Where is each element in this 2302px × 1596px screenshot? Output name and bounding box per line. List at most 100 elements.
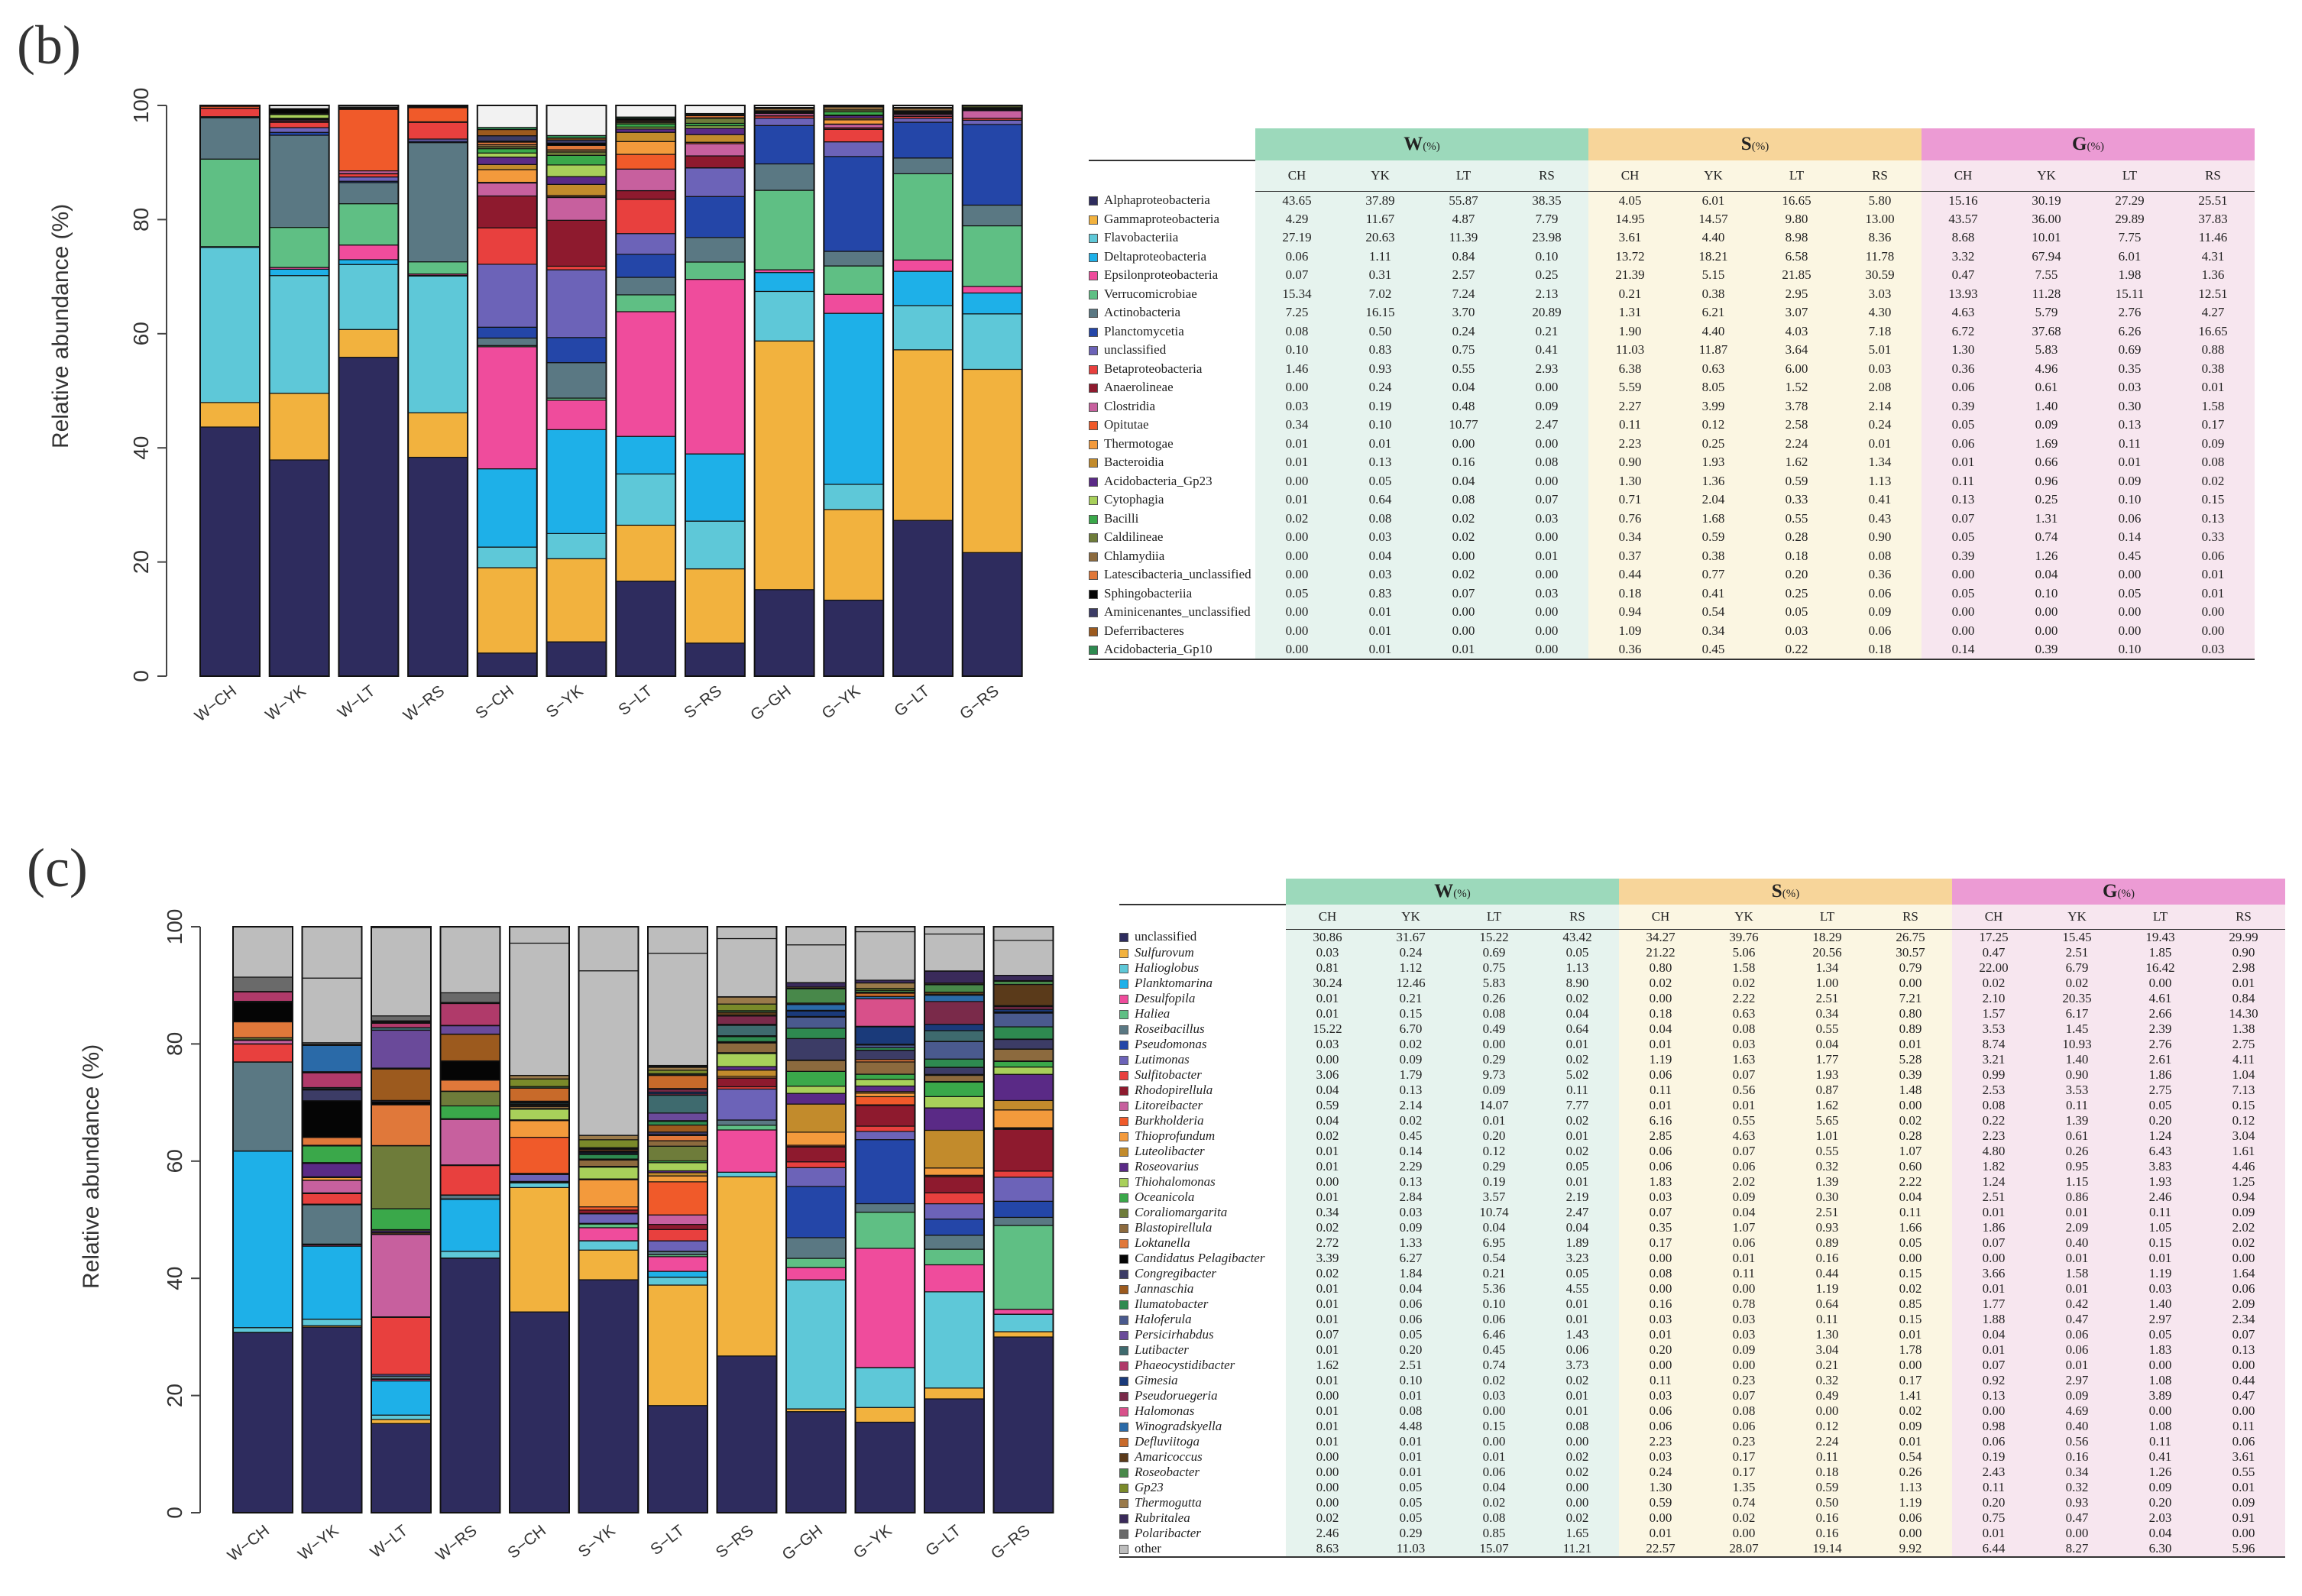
table-cell: 0.69 [1452, 944, 1536, 960]
table-cell: 0.11 [1786, 1311, 1869, 1327]
taxon-label: Halioglobus [1135, 960, 1200, 975]
abundance-table: W(%) S(%) G(%) CH YK LT RS CH YK LT RS CH YK LT RS uncl… [1119, 879, 2285, 1558]
table-cell: 3.23 [1536, 1250, 1619, 1266]
y-tick-label: 100 [129, 88, 153, 124]
taxon-label: Gammaproteobacteria [1104, 211, 1220, 226]
table-cell: 0.07 [1952, 1235, 2035, 1251]
bar-outline [439, 926, 501, 1513]
taxon-name: Pseudomonas [1119, 1037, 1286, 1052]
table-cell: 0.02 [1452, 1494, 1536, 1510]
table-cell: 0.78 [1702, 1296, 1786, 1312]
x-tick-label: S−CH [472, 682, 517, 723]
bar-segment-Gammaproteobacteria [199, 402, 261, 428]
table-cell: 0.03 [1286, 1036, 1369, 1052]
table-cell: 0.06 [1702, 1235, 1786, 1251]
table-cell: 0.07 [1922, 509, 2005, 528]
table-cell: 0.15 [1869, 1311, 1952, 1327]
table-cell: 13.00 [1838, 209, 1922, 228]
table-cell: 0.20 [1369, 1342, 1452, 1358]
legend-swatch [1089, 402, 1098, 412]
table-row: Planktomarina 30.24 12.46 5.83 8.90 0.02 0.02 1… [1119, 975, 2285, 991]
table-cell: 0.20 [1952, 1494, 2035, 1510]
bar-segment-Luteolibacter [785, 1103, 847, 1133]
table-row: Ilumatobacter 0.01 0.06 0.10 0.01 0.16 0.78 0.6… [1119, 1296, 2285, 1312]
table-cell: 0.07 [1952, 1357, 2035, 1373]
table-cell: 0.00 [1952, 1250, 2035, 1266]
bar-segment-Congregibacter [992, 1038, 1054, 1050]
table-cell: 0.10 [1369, 1372, 1452, 1388]
bar-G−RS [961, 105, 1023, 677]
table-cell: 0.56 [1702, 1082, 1786, 1098]
table-cell: 0.00 [1286, 1387, 1369, 1403]
table-cell: 0.01 [1536, 1296, 1619, 1312]
table-cell: 0.38 [1672, 546, 1755, 565]
bar-segment-Epsilonproteobacteria [823, 293, 884, 314]
taxon-name: Bacilli [1089, 510, 1255, 529]
bar-segment-unclassified [854, 1421, 916, 1513]
table-cell: 0.01 [1286, 1418, 1369, 1434]
taxon-name: Deferribacteres [1089, 622, 1255, 641]
table-cell: 0.21 [1505, 322, 1588, 341]
bar-segment-Deltaproteobacteria [269, 268, 330, 277]
legend-swatch [1119, 1086, 1128, 1096]
table-cell: 1.66 [1869, 1219, 1952, 1235]
table-cell: 0.75 [1952, 1510, 2035, 1526]
taxon-label: Jannaschia [1135, 1280, 1194, 1296]
table-cell: 0.05 [1922, 528, 2005, 547]
table-row: Phaeocystidibacter 1.62 2.51 0.74 3.73 0.00 0.… [1119, 1357, 2285, 1373]
bar-segment-Haloferula [785, 1016, 847, 1029]
panel-c-label: (c) [27, 837, 88, 898]
table-cell: 4.69 [2035, 1403, 2119, 1419]
table-cell: 0.00 [2202, 1525, 2285, 1541]
bar-segment-Haloferula [924, 1041, 985, 1060]
table-cell: 0.11 [1588, 416, 1672, 435]
table-cell: 0.45 [1452, 1342, 1536, 1358]
table-cell: 7.24 [1422, 284, 1505, 303]
bar-segment-Clostridia [823, 124, 884, 128]
table-row: Lutibacter 0.01 0.20 0.45 0.06 0.20 0.09 3.04 1.… [1119, 1342, 2285, 1358]
bar-segment-Planctomycetia [962, 124, 1023, 206]
legend-swatch [1119, 1544, 1128, 1554]
group-name: W [1404, 134, 1423, 154]
bar-segment-Alphaproteobacteria [962, 552, 1023, 677]
table-cell: 6.16 [1619, 1112, 1702, 1128]
bar-segment-Roseibacillus [785, 1237, 847, 1259]
table-cell: 10.01 [2005, 228, 2088, 248]
table-cell: 0.36 [1922, 359, 2005, 378]
bar-segment-Lutibacter [924, 1030, 985, 1042]
table-cell: 14.95 [1588, 209, 1672, 228]
table-cell: 0.34 [1588, 528, 1672, 547]
table-cell: 0.74 [2005, 528, 2088, 547]
table-row: other 8.63 11.03 15.07 11.21 22.57 28.07 19.14 9… [1119, 1540, 2285, 1558]
table-cell: 7.18 [1838, 322, 1922, 341]
bar-segment-Luteolibacter [647, 1172, 708, 1177]
taxon-label: Rhodopirellula [1135, 1082, 1213, 1097]
taxon-name: Thiohalomonas [1119, 1174, 1286, 1190]
table-cell: 0.03 [1702, 1036, 1786, 1052]
table-cell: 1.65 [1536, 1525, 1619, 1541]
group-name: G [2072, 134, 2087, 154]
bar-segment-Blastopirellula [992, 1048, 1054, 1062]
bar-segment-Winogradskyella [301, 1044, 363, 1073]
table-cell: 0.01 [1369, 1449, 1452, 1465]
table-cell: 0.07 [2202, 1326, 2285, 1342]
table-cell: 12.51 [2171, 284, 2255, 303]
bar-segment-Verrucomicrobiae [338, 203, 399, 246]
table-cell: 0.25 [2005, 490, 2088, 510]
table-cell: 1.83 [1619, 1174, 1702, 1190]
table-cell: 0.64 [1536, 1021, 1619, 1037]
table-cell: 0.55 [1702, 1112, 1786, 1128]
table-cell: 0.01 [1286, 1311, 1369, 1327]
table-cell: 0.05 [1369, 1326, 1452, 1342]
taxon-label: Loktanella [1135, 1235, 1190, 1250]
bar-segment-Halioglobus [439, 1251, 501, 1259]
table-cell: 0.20 [2119, 1112, 2202, 1128]
table-cell: 0.00 [1286, 1051, 1369, 1067]
bar-segment-Litoreibacter [371, 1234, 432, 1318]
table-cell: 0.02 [1422, 528, 1505, 547]
bar-segment-Sulfitobacter [992, 1170, 1054, 1178]
taxon-label: Roseobacter [1135, 1464, 1200, 1479]
table-row: Polaribacter 2.46 0.29 0.85 1.65 0.01 0.00 0.16… [1119, 1525, 2285, 1541]
bar-segment-Deltaproteobacteria [338, 259, 399, 265]
legend-swatch [1119, 1529, 1128, 1539]
